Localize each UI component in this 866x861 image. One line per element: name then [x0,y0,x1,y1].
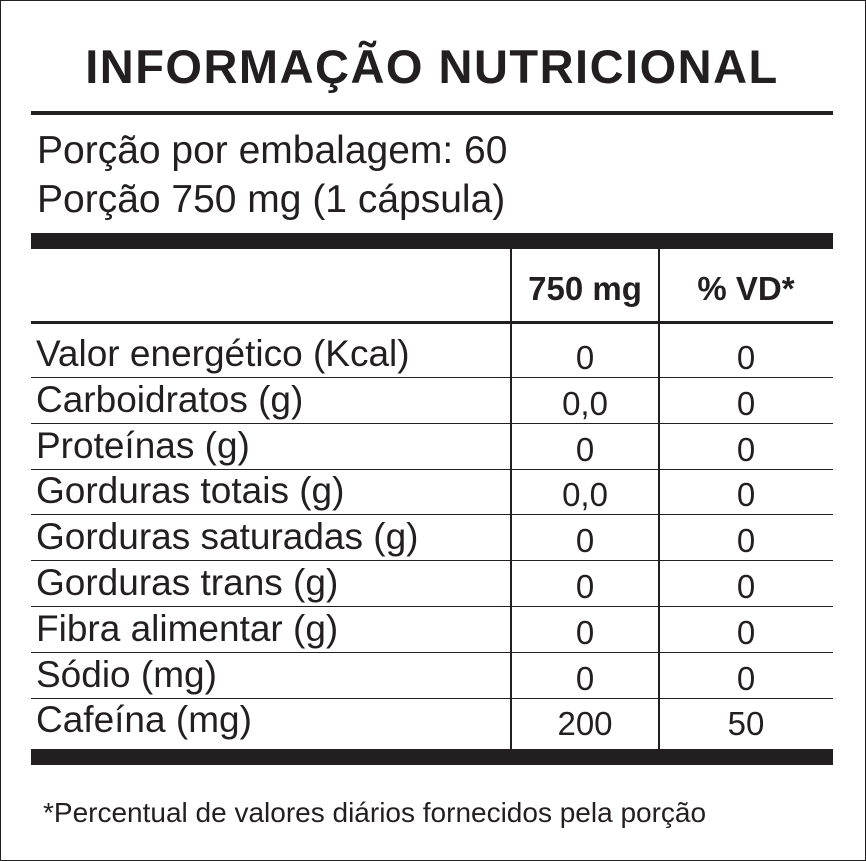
nutrient-amount: 0 [575,430,595,468]
amount-column-header: 750 mg [528,270,642,307]
serving-size: Porção 750 mg (1 cápsula) [37,178,506,221]
table-row: Gorduras trans (g) 0 0 [31,561,833,607]
table-row: Sódio (mg) 0 0 [31,653,833,699]
nutrient-daily-value: 0 [736,384,756,422]
nutrient-name: Gorduras saturadas (g) [36,516,419,558]
nutrient-daily-value: 0 [736,522,756,560]
nutrient-name: Proteínas (g) [36,424,250,466]
nutrient-name: Carboidratos (g) [36,378,304,420]
row-divider [31,468,833,470]
table-row: Fibra alimentar (g) 0 0 [31,607,833,653]
nutrient-daily-value: 0 [736,339,756,376]
nutrient-daily-value: 0 [736,476,756,514]
nutrient-amount: 0,0 [562,384,608,422]
column-divider [510,249,512,749]
row-divider [31,422,833,424]
nutrient-name: Valor energético (Kcal) [36,333,410,374]
daily-value-column-header: % VD* [697,270,795,307]
nutrient-amount: 0 [575,568,595,605]
nutrient-daily-value: 0 [736,568,756,605]
row-divider [31,377,833,378]
header-divider [31,321,833,324]
label-title: INFORMAÇÃO NUTRICIONAL [85,40,779,93]
table-row: Valor energético (Kcal) 0 0 [31,332,833,378]
table-row: Proteínas (g) 0 0 [31,424,833,470]
row-divider [31,514,833,516]
column-divider [658,249,660,749]
nutrient-daily-value: 0 [736,613,756,651]
title-divider [31,111,833,115]
nutrient-name: Gorduras trans (g) [36,562,339,603]
table-row: Cafeína (mg) 200 50 [31,698,833,744]
nutrient-amount: 0 [575,659,595,697]
table-row: Carboidratos (g) 0,0 0 [31,378,833,424]
table-row: Gorduras saturadas (g) 0 0 [31,515,833,562]
row-divider [31,697,833,699]
nutrient-daily-value: 50 [727,705,765,743]
row-divider [31,560,833,562]
table-row: Gorduras totais (g) 0,0 0 [31,469,833,516]
nutrient-name: Gorduras totais (g) [36,470,345,512]
header-bar [31,233,833,249]
footnote: *Percentual de valores diários fornecido… [43,797,707,828]
nutrient-amount: 0,0 [562,476,608,514]
nutrient-amount: 200 [557,705,613,743]
row-divider [31,606,833,607]
nutrient-amount: 0 [575,339,595,376]
nutrient-daily-value: 0 [736,430,756,468]
bottom-bar [31,749,833,765]
nutrient-daily-value: 0 [736,659,756,697]
nutrient-name: Fibra alimentar (g) [36,607,339,649]
nutrient-name: Sódio (mg) [36,653,217,695]
row-divider [31,651,833,653]
servings-per-package: Porção por embalagem: 60 [37,129,508,172]
nutrient-amount: 0 [575,613,595,651]
nutrient-name: Cafeína (mg) [36,699,252,741]
nutrient-amount: 0 [575,522,595,560]
